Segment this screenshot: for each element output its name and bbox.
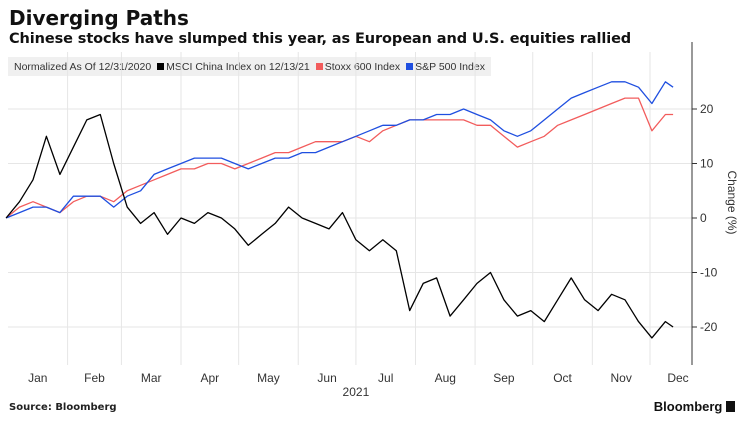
x-tick-label: Oct xyxy=(553,371,572,385)
legend-item-msci: MSCI China Index on 12/13/21 xyxy=(157,61,310,73)
bloomberg-logo: Bloomberg xyxy=(654,399,735,414)
y-axis-label: Change (%) xyxy=(725,170,739,234)
series-line-stoxx-600 xyxy=(5,97,674,219)
series-line-sp-500 xyxy=(5,81,674,219)
x-tick-label: Feb xyxy=(84,371,105,385)
y-tick-label: 20 xyxy=(700,102,714,116)
chart-subtitle: Chinese stocks have slumped this year, a… xyxy=(9,31,632,47)
legend-item-stoxx: Stoxx 600 Index xyxy=(315,61,400,73)
y-tick-label: -20 xyxy=(700,320,718,334)
x-tick-label: Sep xyxy=(493,371,515,385)
x-tick-label: Jul xyxy=(378,371,393,385)
y-tick-label: 10 xyxy=(700,157,714,171)
chart-title: Diverging Paths xyxy=(9,6,189,30)
x-tick-label: Mar xyxy=(141,371,162,385)
legend-title: Normalized As Of 12/31/2020 xyxy=(14,60,152,73)
x-tick-label: Jan xyxy=(28,371,47,385)
legend: Normalized As Of 12/31/2020 MSCI China I… xyxy=(8,57,491,76)
x-tick-label: Jun xyxy=(317,371,336,385)
x-tick-label: May xyxy=(257,371,280,385)
x-tick-label: Apr xyxy=(200,371,219,385)
y-tick-label: -10 xyxy=(700,266,718,280)
legend-item-sp500: S&P 500 Index xyxy=(406,61,485,73)
x-tick-label: Nov xyxy=(610,371,631,385)
y-tick-label: 0 xyxy=(700,211,707,225)
x-tick-label: Aug xyxy=(435,371,456,385)
x-tick-label: Dec xyxy=(667,371,688,385)
x-axis-label: 2021 xyxy=(343,385,370,399)
source-note: Source: Bloomberg xyxy=(9,402,117,413)
series-line-msci-china xyxy=(5,113,674,339)
